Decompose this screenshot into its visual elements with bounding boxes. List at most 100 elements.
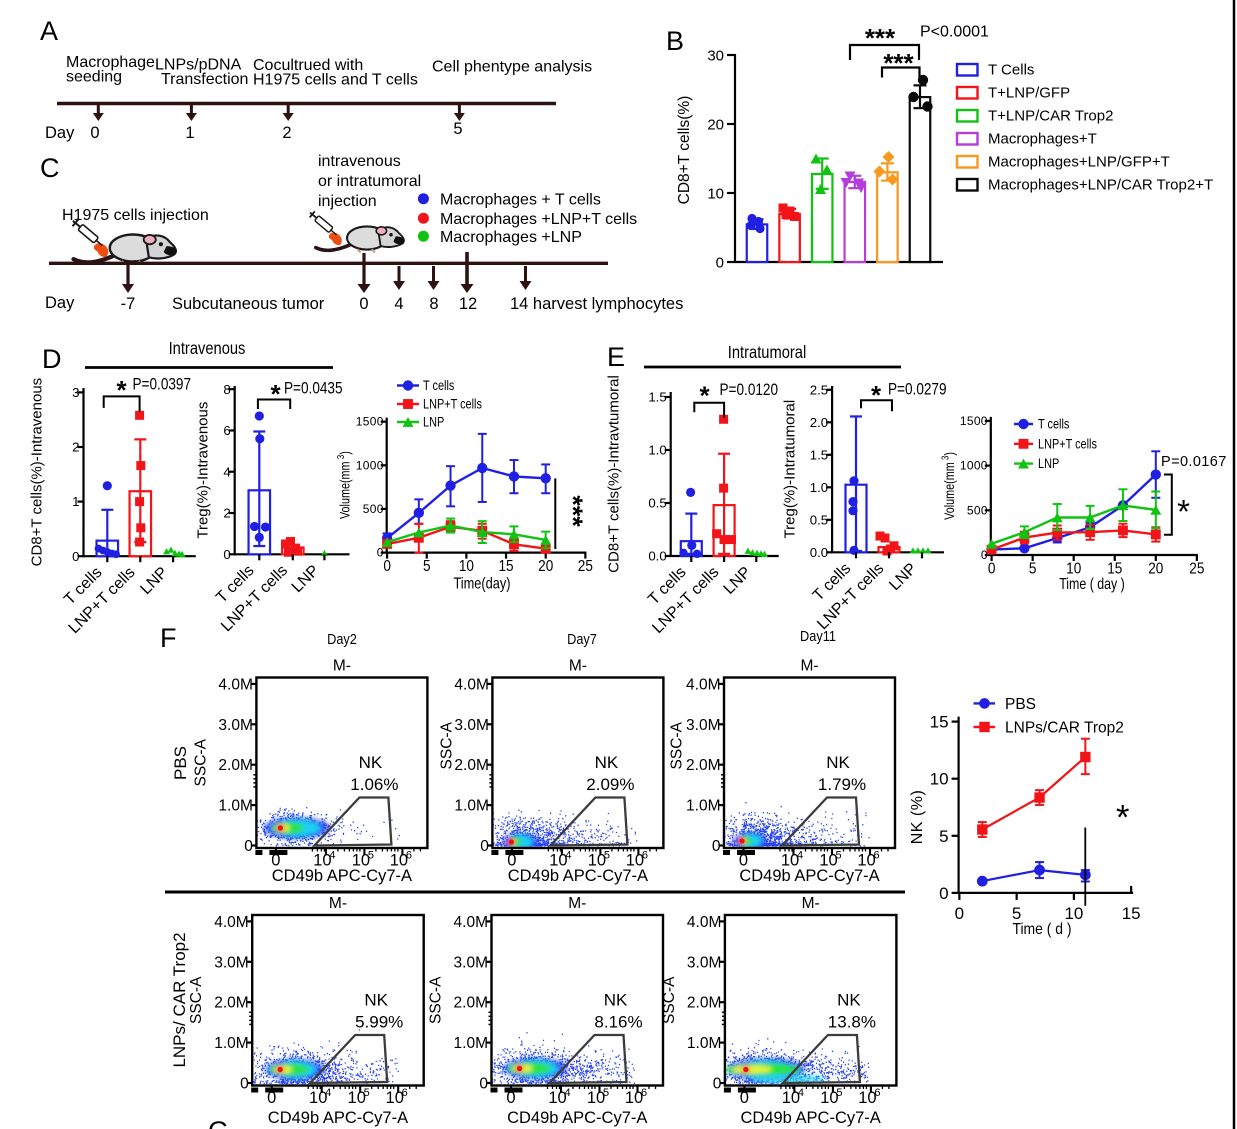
svg-text:3.0M: 3.0M xyxy=(687,954,721,971)
svg-text:1.0: 1.0 xyxy=(648,443,666,458)
svg-text:10: 10 xyxy=(1064,904,1083,923)
svg-text:T Cells: T Cells xyxy=(988,62,1034,79)
svg-text:NK: NK xyxy=(837,991,861,1010)
svg-text:0: 0 xyxy=(383,558,391,575)
svg-text:P=0.0167: P=0.0167 xyxy=(1161,454,1227,470)
svg-text:1.0M: 1.0M xyxy=(454,798,488,815)
svg-text:Macrophages +LNP: Macrophages +LNP xyxy=(440,229,582,246)
svg-text:LNP+T cells: LNP+T cells xyxy=(1038,436,1097,452)
svg-text:6: 6 xyxy=(402,1087,408,1099)
svg-text:CD49b APC-Cy7-A: CD49b APC-Cy7-A xyxy=(740,1109,880,1127)
svg-text:M-: M- xyxy=(802,895,820,912)
svg-text:F: F xyxy=(160,623,177,653)
svg-text:5.99%: 5.99% xyxy=(355,1013,403,1032)
svg-text:3.0M: 3.0M xyxy=(218,717,252,734)
svg-text:15: 15 xyxy=(930,713,949,732)
svg-text:10: 10 xyxy=(820,1089,838,1107)
svg-text:1500: 1500 xyxy=(960,414,988,428)
svg-text:NK: NK xyxy=(359,753,383,772)
svg-text:1500: 1500 xyxy=(356,415,384,429)
svg-text:0: 0 xyxy=(271,852,280,870)
svg-text:15: 15 xyxy=(498,558,513,575)
svg-text:4: 4 xyxy=(394,295,403,313)
svg-text:0: 0 xyxy=(377,546,384,560)
svg-text:CD49b APC-Cy7-A: CD49b APC-Cy7-A xyxy=(507,1109,647,1127)
svg-text:1.06%: 1.06% xyxy=(350,775,398,794)
svg-text:10: 10 xyxy=(782,1089,800,1107)
svg-text:Day: Day xyxy=(45,124,75,142)
svg-text:1000: 1000 xyxy=(960,459,988,473)
svg-text:13.8%: 13.8% xyxy=(828,1013,876,1032)
svg-text:Time(day): Time(day) xyxy=(453,575,510,593)
svg-text:0: 0 xyxy=(267,1089,276,1107)
svg-text:Day7: Day7 xyxy=(567,631,597,647)
svg-text:CD49b APC-Cy7-A: CD49b APC-Cy7-A xyxy=(508,867,648,885)
svg-text:3.0M: 3.0M xyxy=(454,954,488,971)
svg-text:12: 12 xyxy=(459,295,477,313)
svg-text:***: *** xyxy=(865,23,896,53)
svg-text:10: 10 xyxy=(781,852,799,870)
svg-text:20: 20 xyxy=(707,116,724,133)
svg-text:NK: NK xyxy=(604,991,628,1010)
svg-text:M-: M- xyxy=(333,658,351,675)
svg-text:10: 10 xyxy=(1066,561,1081,578)
svg-text:intravenous: intravenous xyxy=(318,153,401,170)
svg-text:10: 10 xyxy=(352,852,370,870)
svg-text:Intravenous: Intravenous xyxy=(169,339,246,358)
svg-text:14 harvest lymphocytes: 14 harvest lymphocytes xyxy=(510,295,683,313)
svg-text:6: 6 xyxy=(406,850,412,862)
svg-text:PBS: PBS xyxy=(171,746,190,780)
svg-text:0: 0 xyxy=(244,838,253,855)
svg-text:10: 10 xyxy=(390,852,408,870)
svg-text:P<0.0001: P<0.0001 xyxy=(920,24,989,41)
svg-text:0: 0 xyxy=(223,547,230,562)
svg-text:*: * xyxy=(1116,799,1130,838)
svg-text:10: 10 xyxy=(588,852,606,870)
svg-text:*: * xyxy=(871,380,882,410)
svg-text:5: 5 xyxy=(1029,561,1037,578)
svg-text:2.0M: 2.0M xyxy=(218,757,252,774)
svg-text:8: 8 xyxy=(223,382,230,397)
svg-text:0: 0 xyxy=(72,549,79,564)
svg-text:10: 10 xyxy=(858,1089,876,1107)
svg-text:10: 10 xyxy=(386,1089,404,1107)
svg-text:M-: M- xyxy=(569,658,587,675)
svg-text:10: 10 xyxy=(930,770,949,789)
svg-text:CD8+T cells(%)-Intravtumoral: CD8+T cells(%)-Intravtumoral xyxy=(606,375,623,573)
svg-text:P=0.0397: P=0.0397 xyxy=(133,375,192,394)
svg-text:1.0M: 1.0M xyxy=(686,798,720,815)
svg-text:4.0M: 4.0M xyxy=(454,914,488,931)
svg-text:Treg(%)-Intratumoral: Treg(%)-Intratumoral xyxy=(782,400,799,539)
svg-text:0.0: 0.0 xyxy=(810,545,828,560)
svg-text:0: 0 xyxy=(712,838,721,855)
svg-text:injection: injection xyxy=(318,193,377,210)
svg-text:0: 0 xyxy=(90,124,99,142)
svg-text:CD8+T cells(%)-Intravenous: CD8+T cells(%)-Intravenous xyxy=(29,378,46,567)
svg-text:20: 20 xyxy=(538,558,553,575)
svg-text:0: 0 xyxy=(359,295,368,313)
svg-text:LNP: LNP xyxy=(1038,456,1059,472)
svg-text:NK: NK xyxy=(826,753,850,772)
svg-text:*: * xyxy=(699,381,710,411)
svg-text:***: *** xyxy=(883,48,914,78)
svg-text:NK: NK xyxy=(364,991,388,1010)
svg-text:0: 0 xyxy=(981,548,988,562)
svg-text:CD49b APC-Cy7-A: CD49b APC-Cy7-A xyxy=(272,867,412,885)
svg-text:10: 10 xyxy=(348,1089,366,1107)
svg-text:2.0M: 2.0M xyxy=(687,995,721,1012)
svg-text:2.0M: 2.0M xyxy=(214,995,248,1012)
svg-text:10: 10 xyxy=(549,852,567,870)
svg-text:1.5: 1.5 xyxy=(648,390,666,405)
svg-text:500: 500 xyxy=(363,502,384,516)
svg-text:Macrophages + T cells: Macrophages + T cells xyxy=(440,192,601,209)
svg-text:LNPs/ CAR Trop2: LNPs/ CAR Trop2 xyxy=(170,932,189,1067)
svg-text:4: 4 xyxy=(564,1087,570,1099)
svg-text:Time ( day ): Time ( day ) xyxy=(1059,575,1125,593)
svg-text:M-: M- xyxy=(800,658,818,675)
svg-text:1: 1 xyxy=(185,124,194,142)
svg-text:1.0M: 1.0M xyxy=(454,1035,488,1052)
svg-text:1.0: 1.0 xyxy=(810,480,828,495)
svg-text:25: 25 xyxy=(1189,561,1204,578)
svg-text:SSC-A: SSC-A xyxy=(669,721,686,769)
svg-text:C: C xyxy=(40,153,60,183)
